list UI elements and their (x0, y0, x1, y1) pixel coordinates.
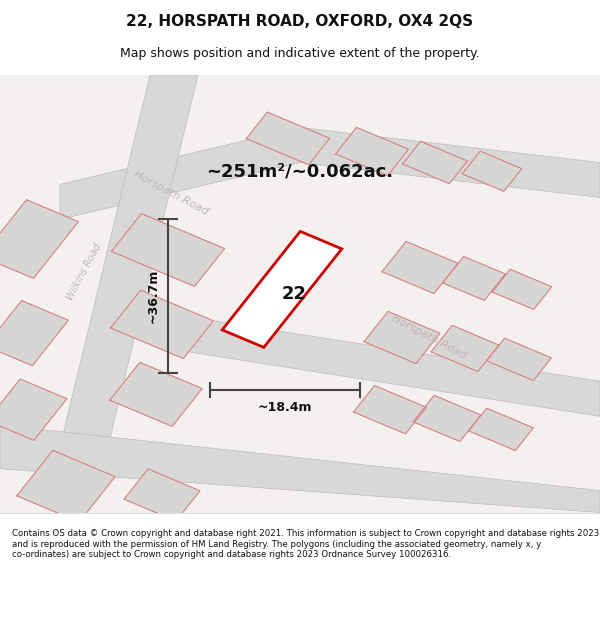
Polygon shape (431, 326, 499, 371)
Polygon shape (335, 127, 409, 176)
Polygon shape (0, 425, 600, 512)
Polygon shape (443, 256, 505, 301)
Polygon shape (222, 231, 342, 348)
Text: Horspath Road: Horspath Road (132, 169, 210, 217)
Polygon shape (487, 338, 551, 381)
Polygon shape (0, 379, 67, 441)
Text: Map shows position and indicative extent of the property.: Map shows position and indicative extent… (120, 48, 480, 61)
Polygon shape (403, 141, 467, 184)
Polygon shape (469, 408, 533, 451)
Polygon shape (60, 75, 198, 447)
Polygon shape (364, 311, 440, 364)
Polygon shape (180, 316, 600, 416)
Polygon shape (0, 301, 68, 366)
Text: Wilkins Road: Wilkins Road (65, 242, 103, 302)
Text: 22, HORSPATH ROAD, OXFORD, OX4 2QS: 22, HORSPATH ROAD, OXFORD, OX4 2QS (127, 14, 473, 29)
Polygon shape (124, 469, 200, 521)
Polygon shape (110, 290, 214, 359)
Polygon shape (247, 112, 329, 165)
Text: ~36.7m: ~36.7m (146, 269, 160, 323)
Text: Horspath Road: Horspath Road (390, 314, 468, 361)
Polygon shape (112, 214, 224, 286)
Polygon shape (60, 127, 600, 219)
Polygon shape (17, 451, 115, 522)
Polygon shape (492, 269, 552, 309)
Text: ~18.4m: ~18.4m (258, 401, 312, 414)
Text: Contains OS data © Crown copyright and database right 2021. This information is : Contains OS data © Crown copyright and d… (12, 529, 599, 559)
Polygon shape (110, 362, 202, 426)
Polygon shape (382, 241, 458, 294)
Polygon shape (0, 200, 79, 278)
Text: ~251m²/~0.062ac.: ~251m²/~0.062ac. (206, 162, 394, 180)
Polygon shape (353, 386, 427, 434)
Polygon shape (462, 151, 522, 191)
Text: 22: 22 (281, 285, 307, 302)
Polygon shape (413, 396, 481, 441)
